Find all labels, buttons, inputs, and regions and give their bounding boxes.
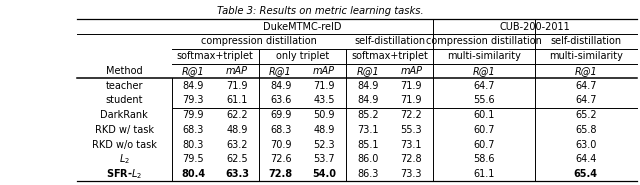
Text: compression distillation: compression distillation [201, 36, 317, 46]
Text: $L_2$: $L_2$ [119, 152, 130, 166]
Text: Method: Method [106, 66, 143, 76]
Text: 72.6: 72.6 [269, 154, 291, 164]
Text: 52.3: 52.3 [314, 139, 335, 149]
Text: teacher: teacher [106, 81, 143, 91]
Text: 60.1: 60.1 [474, 110, 495, 120]
Text: 63.0: 63.0 [575, 139, 596, 149]
Text: 85.1: 85.1 [357, 139, 378, 149]
Text: 72.8: 72.8 [401, 154, 422, 164]
Text: 68.3: 68.3 [183, 125, 204, 135]
Text: R@1: R@1 [182, 66, 205, 76]
Text: 71.9: 71.9 [401, 81, 422, 91]
Text: 72.2: 72.2 [401, 110, 422, 120]
Text: R@1: R@1 [356, 66, 379, 76]
Text: 64.4: 64.4 [575, 154, 596, 164]
Text: 80.4: 80.4 [181, 169, 205, 179]
Text: 73.3: 73.3 [401, 169, 422, 179]
Text: 43.5: 43.5 [314, 95, 335, 105]
Text: softmax+triplet: softmax+triplet [177, 51, 253, 61]
Text: 85.2: 85.2 [357, 110, 378, 120]
Text: 63.6: 63.6 [270, 95, 291, 105]
Text: self-distillation: self-distillation [354, 36, 425, 46]
Text: DukeMTMC-reID: DukeMTMC-reID [263, 22, 342, 32]
Text: softmax+triplet: softmax+triplet [351, 51, 428, 61]
Text: student: student [106, 95, 143, 105]
Text: multi-similarity: multi-similarity [447, 51, 521, 61]
Text: Table 3: Results on metric learning tasks.: Table 3: Results on metric learning task… [217, 6, 423, 16]
Text: compression distillation: compression distillation [426, 36, 542, 46]
Text: 68.3: 68.3 [270, 125, 291, 135]
Text: 84.9: 84.9 [270, 81, 291, 91]
Text: 65.4: 65.4 [574, 169, 598, 179]
Text: 64.7: 64.7 [575, 95, 596, 105]
Text: 71.9: 71.9 [314, 81, 335, 91]
Text: 79.3: 79.3 [182, 95, 204, 105]
Text: 60.7: 60.7 [473, 139, 495, 149]
Text: SFR-$L_2$: SFR-$L_2$ [106, 167, 142, 181]
Text: 86.0: 86.0 [357, 154, 378, 164]
Text: 63.3: 63.3 [225, 169, 249, 179]
Text: 62.2: 62.2 [226, 110, 248, 120]
Text: DarkRank: DarkRank [100, 110, 148, 120]
Text: 55.6: 55.6 [473, 95, 495, 105]
Text: only triplet: only triplet [276, 51, 329, 61]
Text: 54.0: 54.0 [312, 169, 336, 179]
Text: RKD w/o task: RKD w/o task [92, 139, 157, 149]
Text: 79.5: 79.5 [182, 154, 204, 164]
Text: 65.2: 65.2 [575, 110, 596, 120]
Text: 58.6: 58.6 [473, 154, 495, 164]
Text: self-distillation: self-distillation [550, 36, 621, 46]
Text: 72.8: 72.8 [269, 169, 292, 179]
Text: R@1: R@1 [575, 66, 597, 76]
Text: 53.7: 53.7 [314, 154, 335, 164]
Text: 69.9: 69.9 [270, 110, 291, 120]
Text: 84.9: 84.9 [357, 95, 378, 105]
Text: multi-similarity: multi-similarity [549, 51, 623, 61]
Text: mAP: mAP [313, 66, 335, 76]
Text: 64.7: 64.7 [473, 81, 495, 91]
Text: RKD w/ task: RKD w/ task [95, 125, 154, 135]
Text: 50.9: 50.9 [314, 110, 335, 120]
Text: 73.1: 73.1 [357, 125, 378, 135]
Text: 84.9: 84.9 [357, 81, 378, 91]
Text: 48.9: 48.9 [227, 125, 248, 135]
Text: 71.9: 71.9 [401, 95, 422, 105]
Text: 80.3: 80.3 [183, 139, 204, 149]
Text: 64.7: 64.7 [575, 81, 596, 91]
Text: 71.9: 71.9 [227, 81, 248, 91]
Text: 65.8: 65.8 [575, 125, 596, 135]
Text: 79.9: 79.9 [182, 110, 204, 120]
Text: 63.2: 63.2 [227, 139, 248, 149]
Text: 48.9: 48.9 [314, 125, 335, 135]
Text: 86.3: 86.3 [357, 169, 378, 179]
Text: 61.1: 61.1 [474, 169, 495, 179]
Text: mAP: mAP [400, 66, 422, 76]
Text: R@1: R@1 [472, 66, 495, 76]
Text: 61.1: 61.1 [227, 95, 248, 105]
Text: 70.9: 70.9 [270, 139, 291, 149]
Text: 55.3: 55.3 [401, 125, 422, 135]
Text: 73.1: 73.1 [401, 139, 422, 149]
Text: CUB-200-2011: CUB-200-2011 [500, 22, 570, 32]
Text: R@1: R@1 [269, 66, 292, 76]
Text: 84.9: 84.9 [183, 81, 204, 91]
Text: mAP: mAP [226, 66, 248, 76]
Text: 60.7: 60.7 [473, 125, 495, 135]
Text: 62.5: 62.5 [226, 154, 248, 164]
